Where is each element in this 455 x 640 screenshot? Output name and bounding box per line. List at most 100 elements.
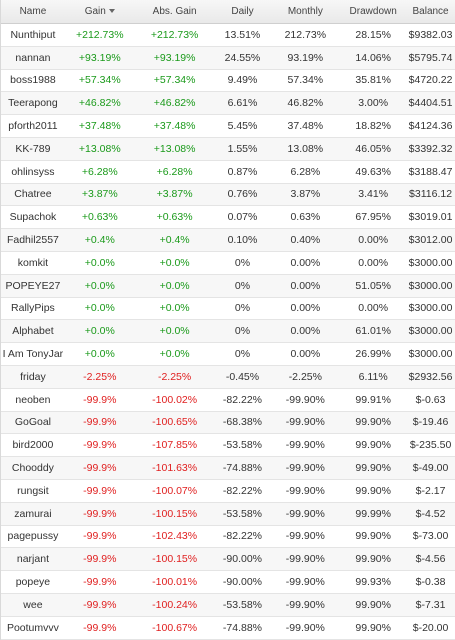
cell-gain: -99.9% — [83, 621, 117, 634]
cell-name[interactable]: boss1988 — [10, 74, 56, 87]
cell-gain: +0.4% — [84, 234, 115, 247]
cell-name[interactable]: wee — [23, 598, 43, 611]
cell-gain: -99.9% — [83, 462, 117, 475]
table-row[interactable]: Supachok +0.63% +0.63% 0.07% 0.63% 67.95% $301… — [1, 206, 455, 230]
cell-drawdown: 99.90% — [355, 484, 391, 497]
cell-daily: -53.58% — [222, 507, 263, 520]
cell-name[interactable]: Supachok — [9, 211, 57, 224]
column-header-monthly[interactable]: Monthly — [270, 6, 340, 17]
cell-gain: -99.9% — [83, 393, 117, 406]
table-row[interactable]: Pootumvvv -99.9% -100.67% -74.88% -99.90% 99.… — [1, 617, 455, 640]
cell-daily: -74.88% — [222, 462, 263, 475]
cell-name[interactable]: KK-789 — [15, 142, 51, 155]
column-header-abs-gain[interactable]: Abs. Gain — [135, 6, 215, 17]
cell-name[interactable]: Chooddy — [11, 462, 54, 475]
table-row[interactable]: rungsit -99.9% -100.07% -82.22% -99.90% 99.90… — [1, 480, 455, 503]
cell-name[interactable]: POPEYE27 — [5, 279, 61, 292]
table-row[interactable]: pforth2011 +37.48% +37.48% 5.45% 37.48% 18.82… — [1, 115, 455, 138]
table-row[interactable]: Chatree +3.87% +3.87% 0.76% 3.87% 3.41% $3116.… — [1, 183, 455, 207]
cell-name[interactable]: komkit — [17, 256, 49, 269]
table-row[interactable]: KK-789 +13.08% +13.08% 1.55% 13.08% 46.05% $33… — [1, 137, 455, 161]
column-header-daily[interactable]: Daily — [215, 6, 271, 17]
column-header-balance[interactable]: Balance — [406, 6, 455, 17]
cell-drawdown: 35.81% — [355, 74, 391, 87]
cell-abs-gain: -100.01% — [152, 576, 198, 589]
cell-gain: +212.73% — [75, 28, 124, 41]
table-row[interactable]: Nunthiput +212.73% +212.73% 13.51% 212.73% 28… — [1, 24, 455, 47]
table-row[interactable]: komkit +0.0% +0.0% 0% 0.00% 0.00% $3000.00 — [1, 252, 455, 275]
table-row[interactable]: RallyPips +0.0% +0.0% 0% 0.00% 0.00% $3000.00 — [1, 298, 455, 321]
cell-gain: -2.25% — [83, 370, 117, 383]
cell-daily: 0% — [234, 256, 251, 269]
cell-name[interactable]: Teerapong — [8, 97, 58, 110]
table-row[interactable]: nannan +93.19% +93.19% 24.55% 93.19% 14.06% $5… — [1, 46, 455, 70]
cell-daily: -90.00% — [222, 576, 263, 589]
cell-name[interactable]: GoGoal — [14, 416, 52, 429]
table-row[interactable]: Chooddy -99.9% -101.63% -74.88% -99.90% 99.90… — [1, 457, 455, 480]
table-row[interactable]: pagepussy -99.9% -102.43% -82.22% -99.90% 99.… — [1, 526, 455, 549]
cell-name[interactable]: rungsit — [17, 484, 49, 497]
table-row[interactable]: Alphabet +0.0% +0.0% 0% 0.00% 61.01% $3000.00 — [1, 320, 455, 344]
cell-name[interactable]: zamurai — [14, 507, 52, 520]
column-header-name[interactable]: Name — [1, 6, 65, 17]
table-row[interactable]: ohlinsyss +6.28% +6.28% 0.87% 6.28% 49.63% $31… — [1, 161, 455, 184]
cell-name[interactable]: RallyPips — [11, 302, 55, 315]
cell-name[interactable]: pforth2011 — [8, 120, 58, 133]
cell-balance: $-49.00 — [412, 462, 449, 475]
cell-balance: $3116.12 — [409, 188, 453, 201]
cell-gain: +6.28% — [81, 165, 118, 178]
table-row[interactable]: boss1988 +57.34% +57.34% 9.49% 57.34% 35.81% $… — [1, 70, 455, 93]
cell-name[interactable]: nannan — [15, 51, 51, 64]
table-row[interactable]: POPEYE27 +0.0% +0.0% 0% 0.00% 51.05% $3000.00 — [1, 274, 455, 298]
table-row[interactable]: narjant -99.9% -100.15% -90.00% -99.90% 99.90… — [1, 548, 455, 572]
cell-name[interactable]: neoben — [15, 393, 51, 406]
cell-name[interactable]: narjant — [16, 553, 49, 566]
cell-abs-gain: +0.0% — [159, 325, 190, 338]
cell-gain: +37.48% — [78, 120, 121, 133]
column-header-label: Abs. Gain — [152, 6, 197, 17]
cell-drawdown: 99.90% — [355, 621, 391, 634]
cell-name[interactable]: Nunthiput — [10, 28, 56, 41]
cell-name[interactable]: Alphabet — [12, 325, 54, 338]
cell-name[interactable]: popeye — [15, 576, 51, 589]
cell-name[interactable]: ohlinsyss — [11, 165, 55, 178]
cell-name[interactable]: pagepussy — [7, 530, 59, 543]
table-row[interactable]: bird2000 -99.9% -107.85% -53.58% -99.90% 99.9… — [1, 434, 455, 458]
cell-balance: $-73.00 — [412, 530, 449, 543]
table-row[interactable]: popeye -99.9% -100.01% -90.00% -99.90% 99.93%… — [1, 571, 455, 594]
cell-name[interactable]: Fadhil2557 — [6, 234, 59, 247]
cell-gain: +46.82% — [78, 97, 121, 110]
column-header-gain[interactable]: Gain — [65, 6, 135, 17]
cell-balance: $-0.63 — [415, 393, 446, 406]
cell-abs-gain: -100.67% — [152, 621, 198, 634]
table-row[interactable]: Fadhil2557 +0.4% +0.4% 0.10% 0.40% 0.00% $3012… — [1, 229, 455, 252]
table-row[interactable]: friday -2.25% -2.25% -0.45% -2.25% 6.11% $2932… — [1, 365, 455, 389]
cell-monthly: 3.87% — [290, 188, 321, 201]
cell-name[interactable]: Chatree — [14, 188, 52, 201]
table-row[interactable]: GoGoal -99.9% -100.65% -68.38% -99.90% 99.90%… — [1, 411, 455, 435]
sort-down-icon — [108, 9, 115, 14]
cell-monthly: -99.90% — [285, 462, 325, 475]
cell-monthly: 37.48% — [287, 120, 324, 133]
cell-daily: -82.22% — [222, 530, 263, 543]
cell-monthly: 0.40% — [290, 234, 321, 247]
table-row[interactable]: Teerapong +46.82% +46.82% 6.61% 46.82% 3.00% $… — [1, 92, 455, 116]
cell-drawdown: 0.00% — [358, 256, 389, 269]
cell-drawdown: 99.90% — [355, 598, 391, 611]
cell-balance: $3000.00 — [408, 302, 453, 315]
table-row[interactable]: I Am TonyJar +0.0% +0.0% 0% 0.00% 26.99% $3000… — [1, 343, 455, 366]
cell-name[interactable]: friday — [20, 370, 46, 383]
cell-gain: +0.0% — [84, 348, 115, 361]
cell-name[interactable]: I Am TonyJar — [2, 348, 64, 361]
cell-drawdown: 6.11% — [358, 370, 388, 383]
table-row[interactable]: wee -99.9% -100.24% -53.58% -99.90% 99.90% $-7… — [1, 593, 455, 617]
cell-monthly: 0.63% — [290, 211, 321, 224]
cell-name[interactable]: bird2000 — [12, 439, 54, 452]
table-row[interactable]: neoben -99.9% -100.02% -82.22% -99.90% 99.91%… — [1, 389, 455, 412]
cell-abs-gain: +0.0% — [159, 302, 190, 315]
cell-monthly: -99.90% — [285, 439, 325, 452]
column-header-drawdown[interactable]: Drawdown — [340, 6, 406, 17]
table-row[interactable]: zamurai -99.9% -100.15% -53.58% -99.90% 99.99… — [1, 502, 455, 526]
cell-name[interactable]: Pootumvvv — [6, 621, 59, 634]
cell-abs-gain: -101.63% — [152, 462, 198, 475]
